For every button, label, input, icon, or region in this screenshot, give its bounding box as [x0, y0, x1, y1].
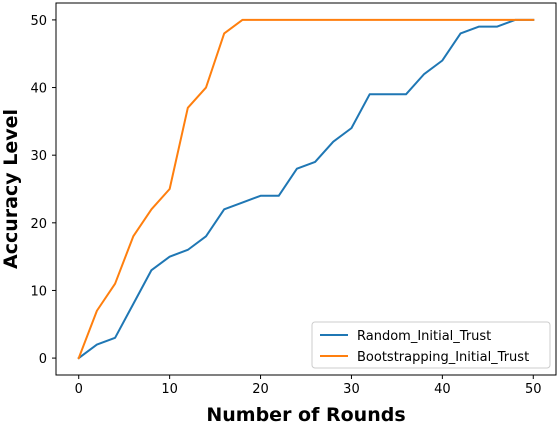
- y-tick-label: 0: [39, 352, 47, 367]
- legend-label-2: Bootstrapping_Initial_Trust: [357, 350, 529, 365]
- x-tick-label: 0: [75, 382, 83, 397]
- legend-box: [311, 321, 551, 369]
- x-tick-label: 10: [161, 382, 178, 397]
- y-tick-label: 10: [30, 284, 47, 299]
- series-line-2: [77, 18, 535, 360]
- legend: Random_Initial_Trust Bootstrapping_Initia…: [311, 321, 551, 369]
- x-tick-label: 30: [343, 382, 360, 397]
- plot-area: [55, 2, 557, 376]
- y-tick-label: 40: [30, 82, 47, 97]
- axis-ticks: 0 10 20 30 40 50 0 10 20 30 40 50: [30, 14, 541, 397]
- y-tick-label: 20: [30, 217, 47, 232]
- x-tick-label: 20: [252, 382, 269, 397]
- x-tick-label: 40: [434, 382, 451, 397]
- y-tick-label: 30: [30, 149, 47, 164]
- y-tick-label: 50: [30, 14, 47, 29]
- y-axis-label: Accuracy Level: [0, 109, 22, 269]
- x-tick-label: 50: [525, 382, 542, 397]
- series-line-1: [77, 18, 535, 360]
- legend-label-1: Random_Initial_Trust: [357, 329, 491, 344]
- x-axis-label: Number of Rounds: [206, 404, 405, 422]
- axes-frame: [55, 2, 557, 376]
